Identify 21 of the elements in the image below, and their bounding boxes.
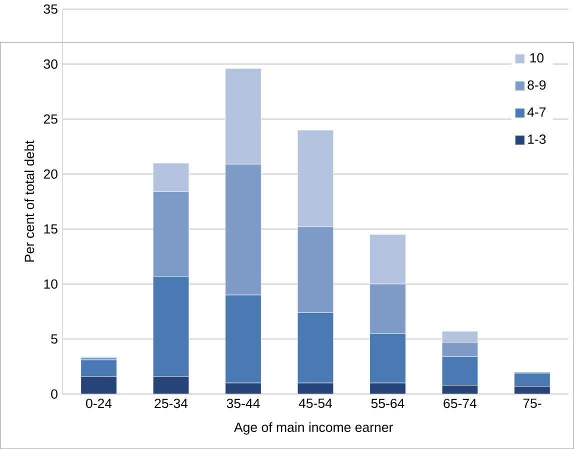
x-tick-label: 65-74 <box>444 398 477 408</box>
y-axis-title: Per cent of total debt <box>24 140 34 262</box>
y-tick-label: 25 <box>44 114 58 124</box>
x-tick-label: 0-24 <box>86 398 112 408</box>
y-tick-label: 20 <box>44 169 58 179</box>
y-tick-label: 10 <box>44 279 58 289</box>
x-tick-label: 75- <box>523 398 542 408</box>
y-tick-label: 35 <box>44 4 58 14</box>
legend-label: 8-9 <box>528 80 546 90</box>
y-tick-label: 5 <box>51 334 58 344</box>
x-tick-label: 45-54 <box>298 398 332 408</box>
legend-label: 10 <box>530 53 544 62</box>
y-tick-label: 0 <box>51 389 58 399</box>
x-tick-label: 35-44 <box>226 398 260 408</box>
x-tick-label: 55-64 <box>371 398 404 408</box>
y-tick-label: 15 <box>44 224 58 234</box>
x-axis-title: Age of main income earner <box>234 422 393 435</box>
x-tick-label: 25-34 <box>154 398 188 408</box>
legend-label: 1-3 <box>528 134 546 144</box>
y-tick-label: 30 <box>44 59 58 69</box>
legend-label: 4-7 <box>527 107 546 117</box>
